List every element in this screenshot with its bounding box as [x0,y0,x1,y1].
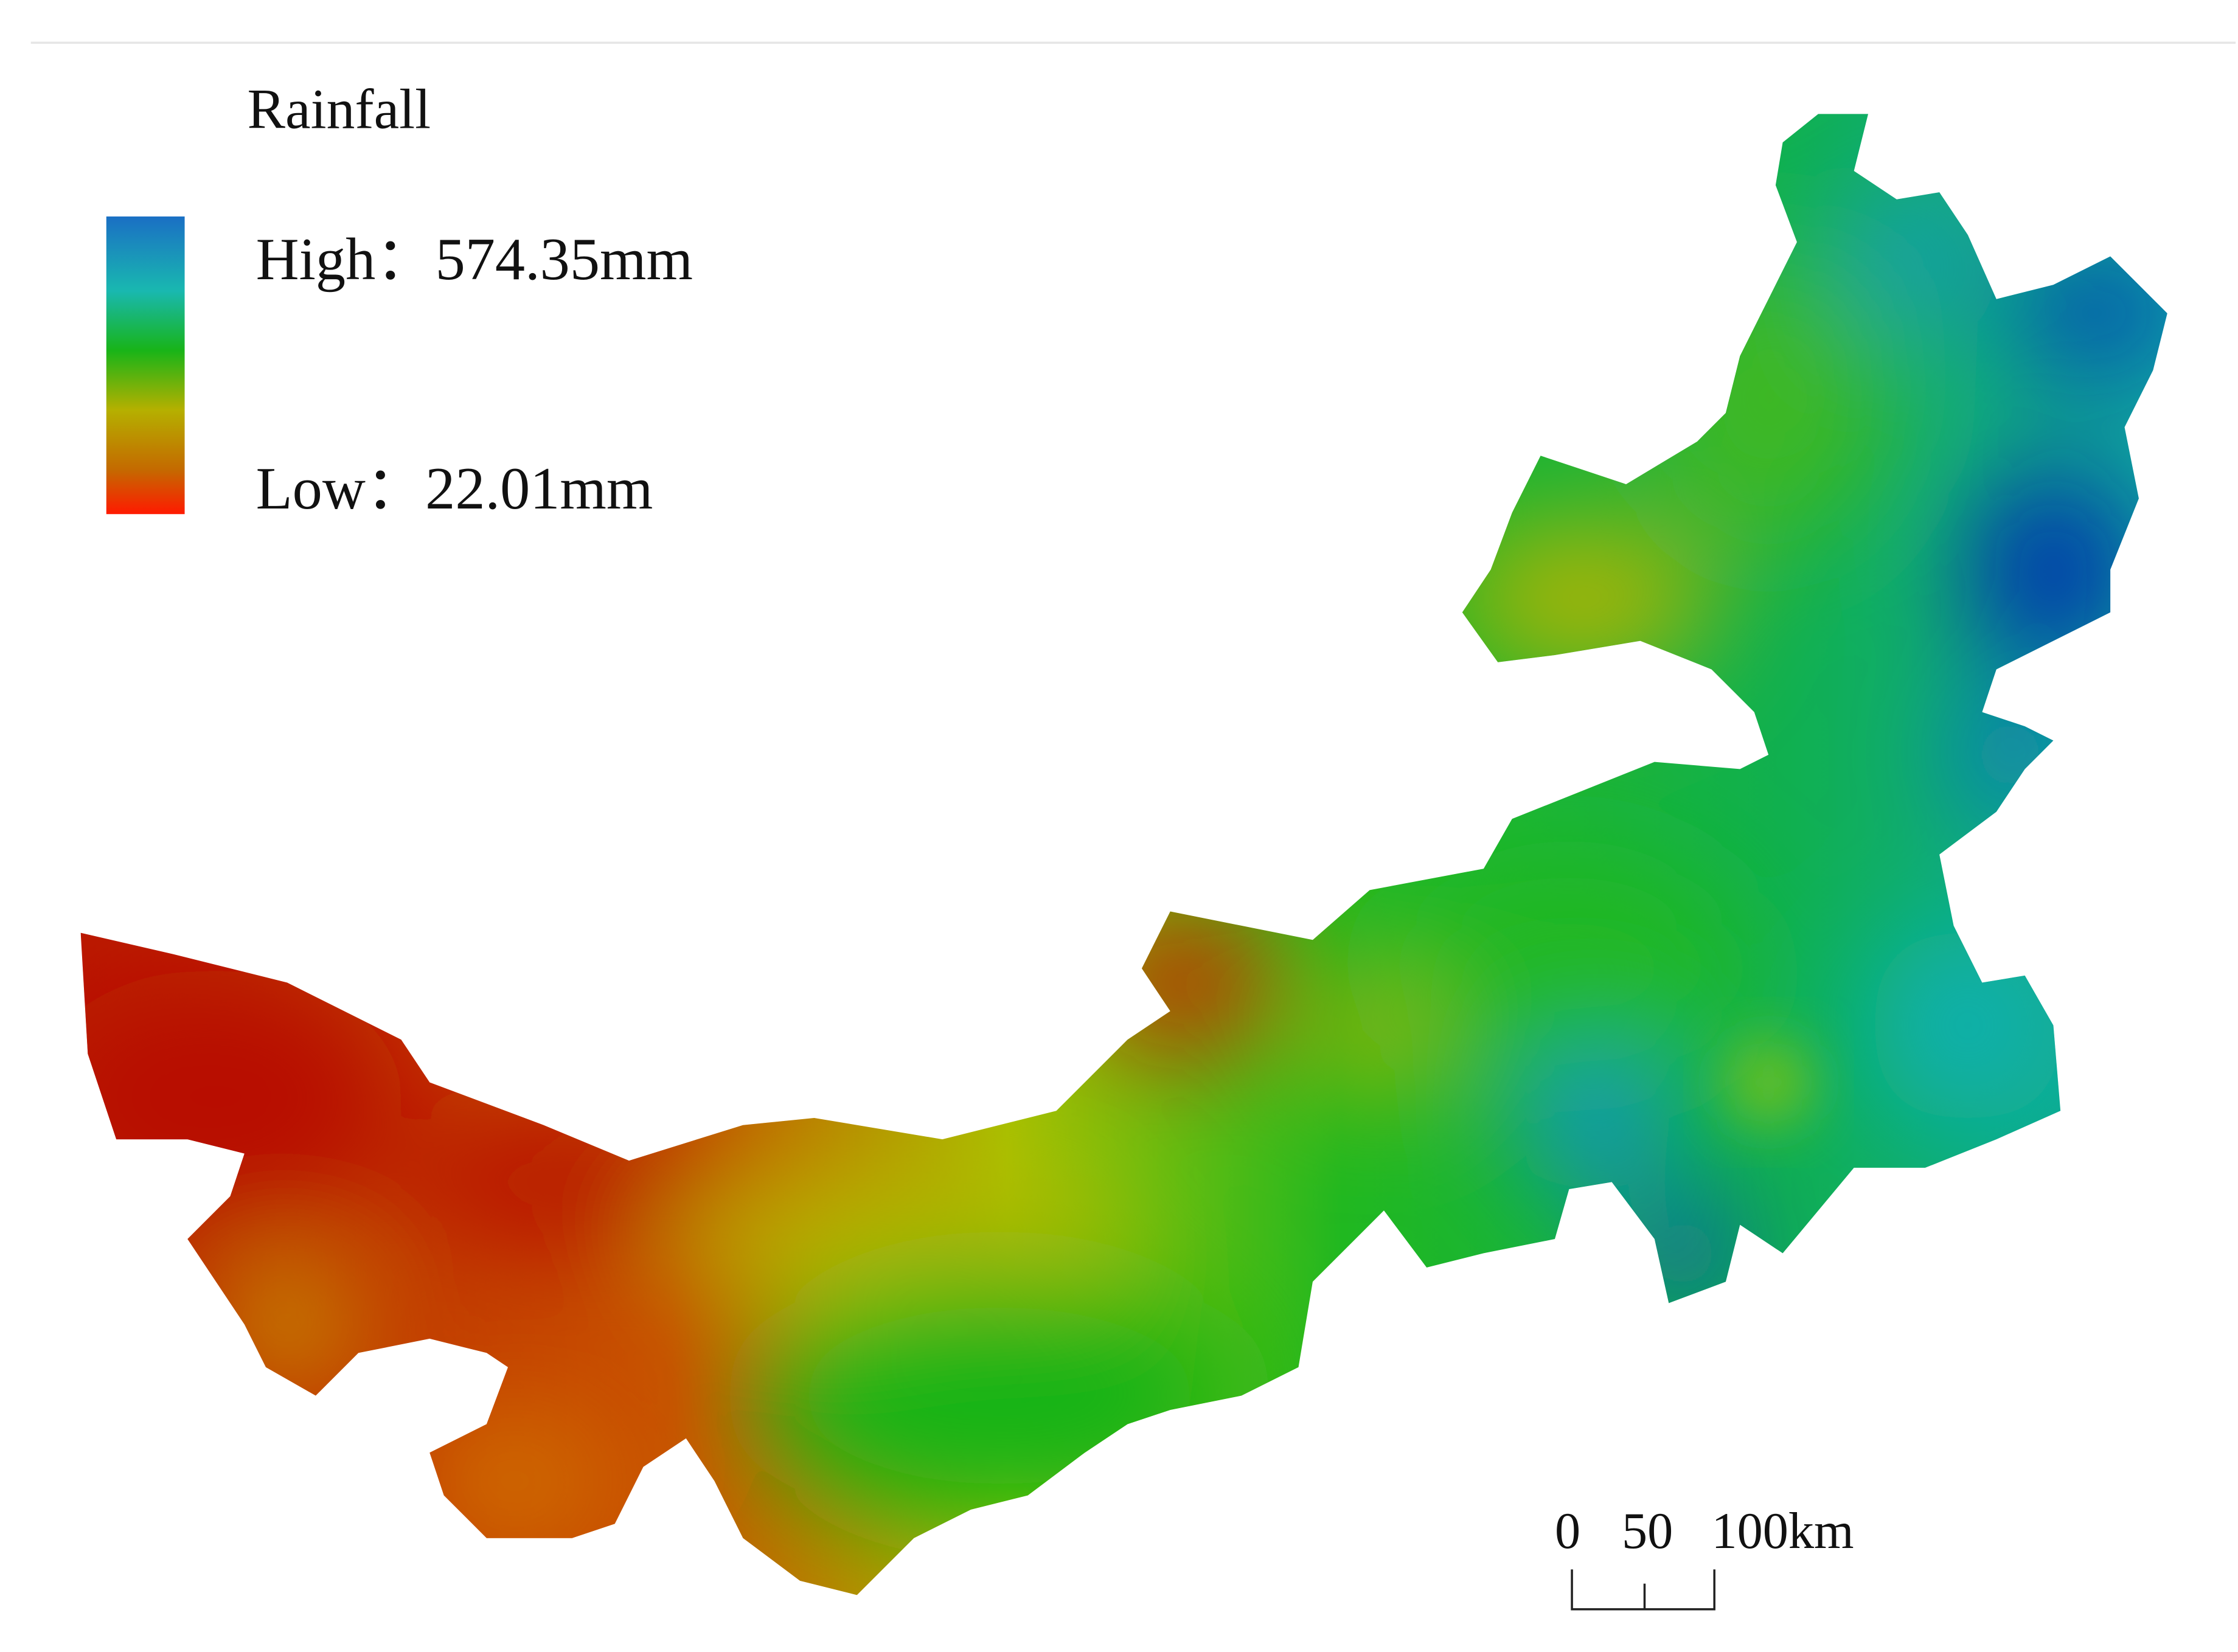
legend-colorbar [106,216,185,515]
scale-bar-line [1571,1569,1715,1611]
scale-label: 100km [1712,1503,1854,1560]
scale-label: 50 [1622,1503,1673,1560]
raster-spot [1725,1039,1812,1125]
legend: Rainfall High：574.35mm Low：22.01mm [106,78,693,522]
scale-label: 0 [1555,1503,1580,1560]
legend-low-label: Low：22.01mm [256,456,653,522]
legend-high-label: High：574.35mm [256,226,693,293]
legend-title: Rainfall [248,78,431,141]
scale-bar [1571,1569,1715,1611]
